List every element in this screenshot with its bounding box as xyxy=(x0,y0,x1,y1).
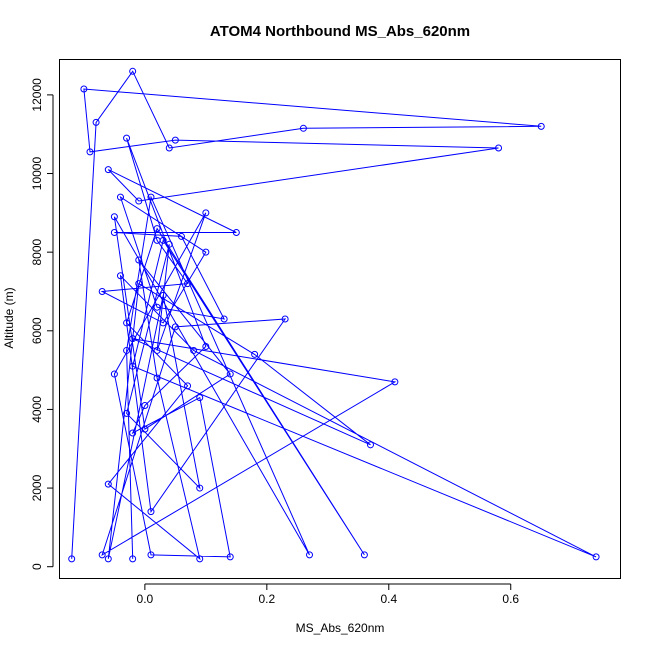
data-point xyxy=(86,148,94,156)
data-point xyxy=(177,232,185,240)
data-point xyxy=(129,362,137,370)
data-point xyxy=(123,319,131,327)
data-point xyxy=(196,484,204,492)
data-point xyxy=(299,124,307,132)
data-point xyxy=(110,229,118,236)
data-point xyxy=(226,370,234,378)
data-point xyxy=(196,394,204,402)
data-point xyxy=(104,166,112,174)
x-tick-label: 0.2 xyxy=(258,592,275,606)
data-point xyxy=(123,134,131,142)
data-point xyxy=(165,144,173,152)
data-point xyxy=(135,280,143,288)
data-point xyxy=(110,370,118,378)
data-point xyxy=(165,240,173,248)
plot-frame xyxy=(59,59,621,579)
x-axis: 0.0 0.2 0.4 0.6 xyxy=(137,583,519,606)
data-point xyxy=(306,551,314,559)
data-point xyxy=(391,378,399,386)
data-point xyxy=(68,555,76,563)
data-point xyxy=(129,335,137,343)
data-point xyxy=(202,343,210,351)
data-point xyxy=(184,280,192,288)
data-point xyxy=(104,480,112,488)
data-point xyxy=(104,555,112,563)
data-point xyxy=(592,553,600,561)
data-point xyxy=(537,122,545,130)
data-point xyxy=(116,272,124,280)
data-point xyxy=(147,193,155,201)
data-point xyxy=(153,303,161,311)
plot-area xyxy=(68,67,600,563)
y-tick-label: 12000 xyxy=(30,78,44,112)
data-point xyxy=(129,67,137,75)
chart-title: ATOM4 Northbound MS_Abs_620nm xyxy=(210,23,470,40)
data-point xyxy=(135,197,143,205)
x-axis-label: MS_Abs_620nm xyxy=(296,621,385,635)
data-point xyxy=(141,402,149,409)
data-point xyxy=(184,382,192,390)
y-axis-label: Altitude (m) xyxy=(2,287,16,348)
data-point xyxy=(123,346,131,354)
data-point xyxy=(495,144,503,152)
data-point xyxy=(202,209,210,217)
data-point xyxy=(92,118,100,126)
data-point xyxy=(190,346,198,354)
data-point xyxy=(129,555,137,563)
data-point xyxy=(360,551,368,559)
data-point xyxy=(80,85,88,93)
data-point xyxy=(159,291,167,299)
y-tick-label: 8000 xyxy=(30,238,44,265)
data-point xyxy=(196,555,204,563)
data-point xyxy=(110,213,118,221)
data-point xyxy=(366,441,374,449)
data-point xyxy=(153,225,161,233)
data-point xyxy=(147,508,155,516)
data-point xyxy=(159,236,167,244)
data-point xyxy=(129,429,137,437)
data-point xyxy=(220,315,228,323)
data-point xyxy=(123,409,131,417)
data-point xyxy=(135,256,143,264)
series-line xyxy=(71,70,597,561)
data-point xyxy=(159,319,167,327)
y-tick-label: 4000 xyxy=(30,396,44,423)
data-point xyxy=(281,315,289,323)
x-tick-label: 0.6 xyxy=(502,592,519,606)
data-point xyxy=(153,346,161,354)
data-point xyxy=(141,425,149,433)
data-point xyxy=(171,136,179,144)
y-tick-label: 2000 xyxy=(30,474,44,501)
data-point xyxy=(226,553,234,561)
x-tick-label: 0.4 xyxy=(380,592,397,606)
data-point xyxy=(171,323,179,331)
data-point xyxy=(232,229,240,236)
data-point xyxy=(202,248,210,256)
data-point xyxy=(251,350,259,358)
y-tick-label: 6000 xyxy=(30,317,44,344)
y-tick-label: 10000 xyxy=(30,157,44,191)
data-point xyxy=(153,374,161,382)
data-point xyxy=(147,551,155,559)
y-tick-label: 0 xyxy=(30,563,44,570)
data-point xyxy=(98,287,106,295)
y-axis: 0 2000 4000 6000 8000 10000 12000 xyxy=(30,78,54,570)
data-point xyxy=(116,193,124,201)
data-point xyxy=(98,551,106,559)
x-tick-label: 0.0 xyxy=(137,592,154,606)
